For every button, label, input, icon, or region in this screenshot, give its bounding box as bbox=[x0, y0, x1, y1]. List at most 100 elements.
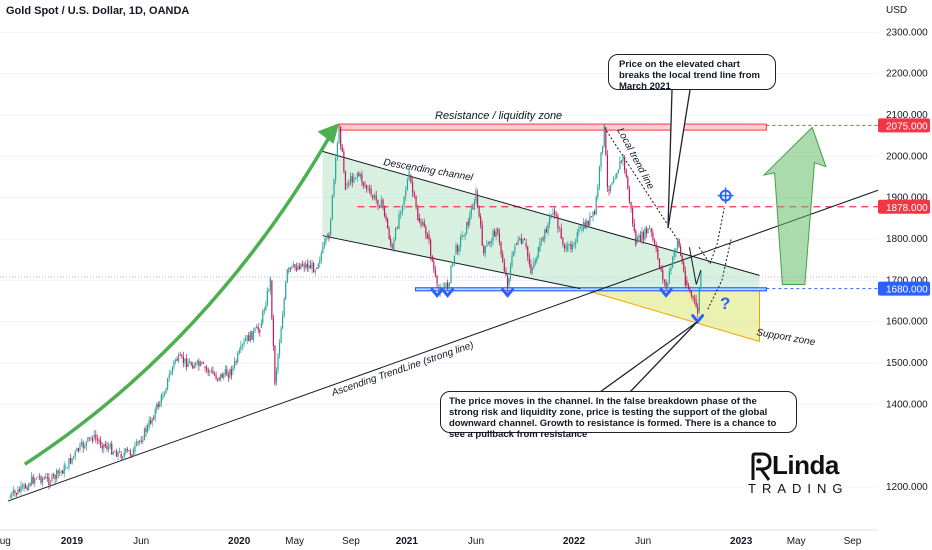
candle-body bbox=[683, 262, 685, 272]
candle-body bbox=[160, 394, 162, 403]
candle-body bbox=[630, 201, 632, 209]
candle-body bbox=[103, 444, 105, 449]
candle-body bbox=[294, 264, 296, 268]
candle-body bbox=[653, 239, 656, 244]
candle-body bbox=[210, 370, 212, 372]
candle-body bbox=[633, 223, 635, 231]
candle-body bbox=[483, 245, 485, 254]
candle-body bbox=[201, 362, 203, 364]
candle-body bbox=[120, 453, 122, 458]
price-tag-label: 1878.000 bbox=[886, 203, 928, 214]
candle-body bbox=[330, 219, 332, 235]
candle-body bbox=[695, 299, 697, 307]
candle-body bbox=[353, 178, 355, 183]
candle-body bbox=[642, 231, 645, 240]
candle-body bbox=[159, 402, 161, 407]
candle-body bbox=[655, 243, 657, 249]
candle-body bbox=[689, 289, 691, 292]
candle-body bbox=[667, 282, 669, 289]
candle-body bbox=[156, 404, 158, 410]
candle-body bbox=[455, 245, 457, 254]
candle-body bbox=[681, 255, 683, 263]
candle-body bbox=[390, 238, 392, 245]
candle-body bbox=[417, 207, 419, 220]
linda-trading-logo: Linda TRADING bbox=[748, 450, 858, 500]
candle-body bbox=[305, 263, 307, 268]
candle-body bbox=[59, 472, 61, 474]
candle-body bbox=[540, 238, 543, 243]
candle-body bbox=[368, 188, 371, 190]
candle-body bbox=[54, 475, 56, 480]
candle-body bbox=[512, 251, 515, 257]
candle-body bbox=[638, 235, 640, 238]
candle-body bbox=[320, 252, 322, 261]
candle-body bbox=[568, 244, 570, 245]
candle-body bbox=[249, 331, 251, 342]
question-mark-icon: ? bbox=[720, 294, 730, 313]
candle-body bbox=[448, 282, 450, 287]
candle-body bbox=[558, 228, 561, 230]
candle-body bbox=[79, 444, 81, 450]
y-tick-label: 2100.000 bbox=[886, 110, 928, 121]
candle-body bbox=[582, 222, 585, 230]
candle-body bbox=[73, 455, 75, 459]
candle-body bbox=[303, 265, 305, 268]
candle-body bbox=[497, 228, 499, 234]
candle-body bbox=[221, 373, 223, 378]
candle-body bbox=[29, 484, 31, 485]
candle-body bbox=[422, 221, 424, 226]
candle-body bbox=[489, 242, 491, 243]
candle-body bbox=[87, 437, 89, 442]
candle-body bbox=[322, 245, 324, 253]
candle-body bbox=[355, 177, 357, 179]
candle-body bbox=[63, 464, 65, 474]
candle-body bbox=[134, 445, 136, 452]
candle-body bbox=[277, 354, 279, 370]
candle-body bbox=[340, 126, 342, 146]
candle-body bbox=[613, 179, 615, 183]
candle-body bbox=[594, 211, 596, 215]
support-check-icon bbox=[659, 288, 673, 298]
candle-body bbox=[385, 216, 387, 219]
candle-body bbox=[463, 235, 465, 237]
candle-body bbox=[85, 441, 87, 447]
candle-body bbox=[142, 439, 144, 442]
candle-body bbox=[553, 210, 556, 216]
candle-body bbox=[119, 451, 121, 453]
candle-body bbox=[403, 196, 405, 206]
candle-body bbox=[506, 275, 509, 289]
price-tag-label: 2075.000 bbox=[886, 121, 928, 132]
candle-body bbox=[41, 478, 44, 483]
candle-body bbox=[690, 291, 693, 297]
candle-body bbox=[60, 470, 62, 473]
candle-body bbox=[45, 476, 47, 479]
candle-body bbox=[619, 160, 621, 170]
candle-body bbox=[226, 369, 228, 376]
candle-body bbox=[227, 375, 229, 378]
candle-body bbox=[106, 445, 108, 450]
candle-body bbox=[639, 235, 642, 242]
candle-body bbox=[514, 246, 516, 252]
candle-body bbox=[473, 201, 476, 210]
candle-body bbox=[495, 232, 497, 237]
candle-body bbox=[122, 456, 124, 458]
candle-body bbox=[311, 262, 313, 269]
candle-body bbox=[84, 446, 86, 449]
candle-body bbox=[263, 310, 265, 311]
candle-body bbox=[176, 358, 178, 361]
candle-body bbox=[135, 441, 138, 446]
candle-body bbox=[246, 335, 248, 341]
candle-body bbox=[179, 354, 181, 356]
candle-body bbox=[148, 420, 150, 428]
candle-body bbox=[90, 438, 92, 439]
logo-linda-text: Linda bbox=[772, 450, 839, 480]
candle-body bbox=[557, 215, 559, 229]
candle-body bbox=[358, 172, 360, 177]
candle-body bbox=[76, 448, 78, 452]
candle-body bbox=[346, 183, 348, 186]
candle-body bbox=[523, 239, 526, 241]
candle-body bbox=[663, 279, 666, 282]
candle-body bbox=[632, 208, 634, 224]
x-tick-label: Sep bbox=[844, 536, 862, 547]
